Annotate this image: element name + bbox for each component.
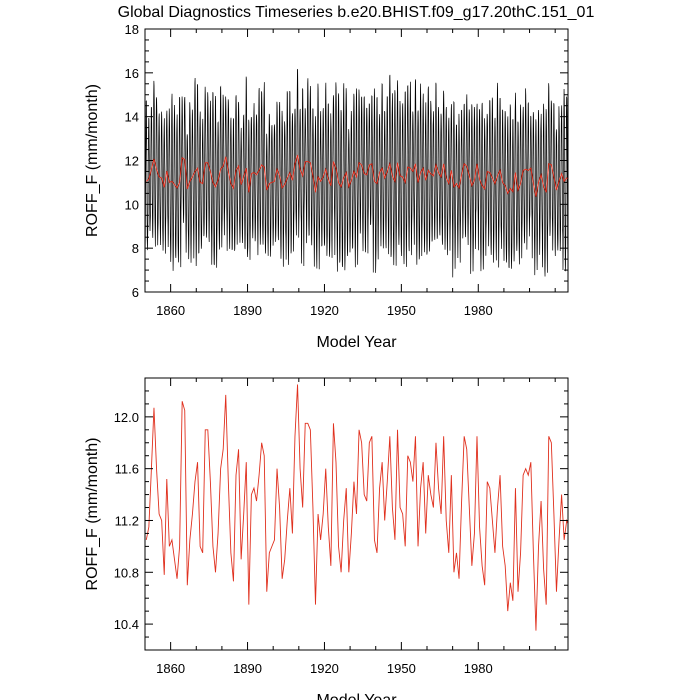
y-axis-title: ROFF_F (mm/month) xyxy=(84,438,101,591)
x-tick-label: 1860 xyxy=(156,303,185,318)
x-axis-title: Model Year xyxy=(316,692,397,700)
plot-frame xyxy=(144,377,569,651)
y-tick-label: 8 xyxy=(132,241,139,256)
x-axis-title: Model Year xyxy=(316,334,397,351)
y-tick-label: 12 xyxy=(125,154,139,169)
y-tick-label: 11.2 xyxy=(115,513,139,528)
x-tick-label: 1980 xyxy=(464,303,493,318)
y-tick-label: 14 xyxy=(125,110,139,125)
annual-mean-series-line xyxy=(145,384,568,631)
chart-title: Global Diagnostics Timeseries b.e20.BHIS… xyxy=(118,4,595,21)
annual-mean-series-line xyxy=(145,154,568,197)
y-axis-title: ROFF_F (mm/month) xyxy=(84,84,101,237)
x-tick-label: 1950 xyxy=(387,303,416,318)
x-tick-label: 1920 xyxy=(310,303,339,318)
x-tick-label: 1920 xyxy=(310,661,339,676)
y-tick-label: 11.6 xyxy=(115,462,139,477)
y-tick-label: 6 xyxy=(132,285,139,300)
y-tick-label: 10.8 xyxy=(114,565,139,580)
x-tick-label: 1860 xyxy=(156,661,185,676)
top-plot-panel: 1860 1890 1920 1950 1980 6 8 10 12 14 16 18 Model Ye… xyxy=(84,22,569,351)
bottom-plot-panel: 1860 1890 1920 1950 1980 10.4 10.8 11.2 11.6 12.0… xyxy=(84,377,569,700)
x-tick-label: 1890 xyxy=(233,303,262,318)
x-tick-label: 1950 xyxy=(387,661,416,676)
y-tick-label: 12.0 xyxy=(114,410,139,425)
y-tick-label: 10 xyxy=(125,197,139,212)
x-tick-label: 1890 xyxy=(233,661,262,676)
monthly-series-line xyxy=(145,68,568,278)
x-tick-label: 1980 xyxy=(464,661,493,676)
y-tick-label: 10.4 xyxy=(114,617,139,632)
y-tick-label: 16 xyxy=(125,66,139,81)
y-tick-label: 18 xyxy=(125,22,139,37)
